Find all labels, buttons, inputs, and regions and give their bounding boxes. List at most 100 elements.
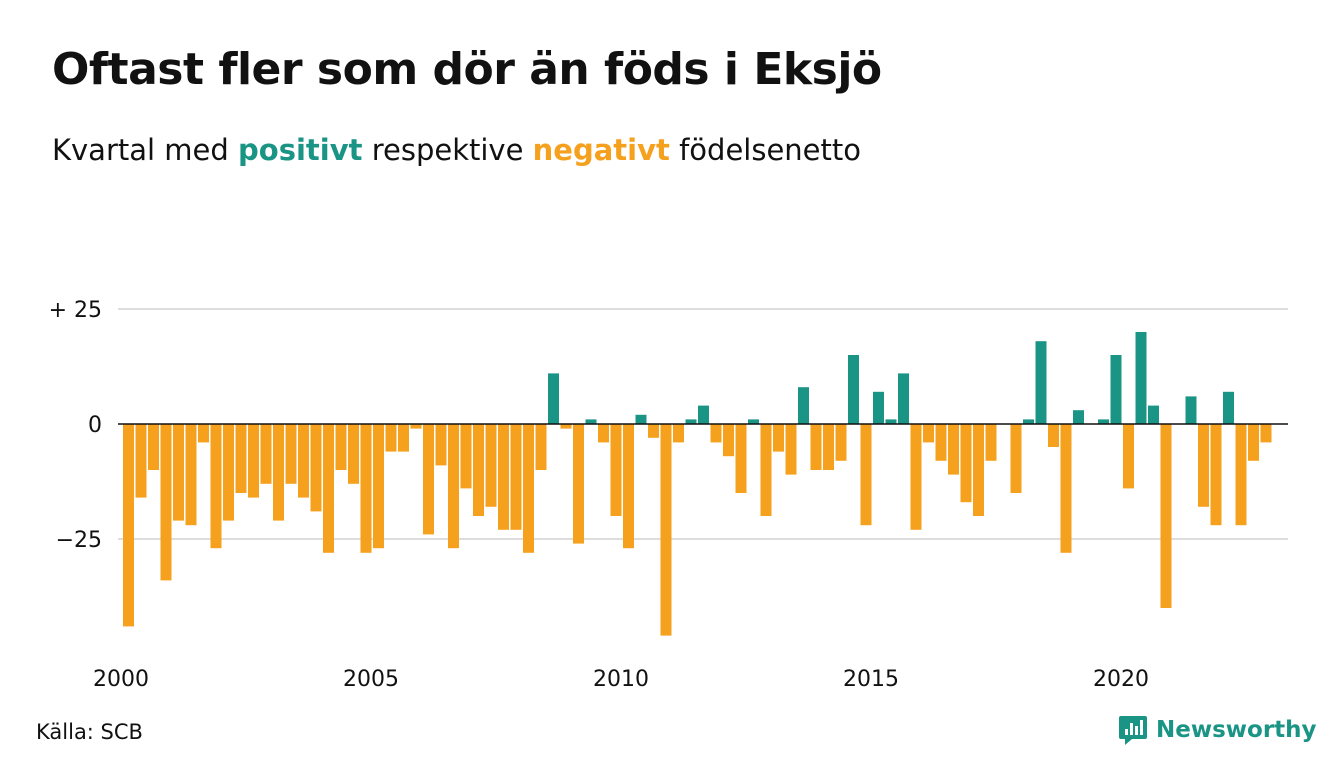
bar	[985, 424, 997, 461]
bar	[1198, 424, 1209, 507]
bar	[810, 424, 822, 470]
bar	[385, 424, 397, 452]
bar	[1073, 410, 1084, 424]
bar	[848, 355, 859, 424]
bar	[573, 424, 584, 544]
bar	[160, 424, 172, 581]
bar	[248, 424, 259, 498]
bar	[585, 419, 597, 424]
subtitle-middle: respektive	[371, 133, 524, 167]
bar	[910, 424, 922, 530]
bar	[523, 424, 534, 553]
bar	[923, 424, 934, 443]
bar	[135, 424, 147, 498]
bar	[1185, 396, 1197, 424]
bar	[735, 424, 747, 493]
bar	[448, 424, 459, 549]
bar	[660, 424, 672, 636]
bar	[123, 424, 134, 627]
bar	[1010, 424, 1022, 493]
bar	[1035, 341, 1047, 424]
bar	[1023, 419, 1034, 424]
bar	[310, 424, 322, 512]
bar	[1098, 419, 1109, 424]
subtitle-prefix: Kvartal med	[52, 133, 229, 167]
bar	[635, 414, 647, 424]
bar	[935, 424, 947, 461]
bar	[210, 424, 222, 549]
bar	[173, 424, 184, 521]
bar	[685, 419, 697, 424]
bar	[473, 424, 484, 516]
bar	[535, 424, 547, 470]
bar	[873, 391, 884, 424]
bar	[335, 424, 347, 470]
bar	[710, 424, 722, 443]
bar	[698, 405, 709, 424]
bar	[798, 387, 809, 424]
bar	[723, 424, 734, 457]
bar	[1060, 424, 1072, 553]
gridlines	[118, 308, 1288, 540]
y-axis-labels: + 25 0 −25	[49, 298, 102, 553]
bar	[960, 424, 972, 503]
bar	[1248, 424, 1259, 461]
bar-chart: + 25 0 −25 2000 2005 2010 2015 2020	[49, 298, 1288, 692]
bar	[1123, 424, 1134, 489]
bar	[460, 424, 472, 489]
bar	[360, 424, 372, 553]
bar	[1110, 355, 1122, 424]
bar	[1135, 332, 1147, 424]
chart-title: Oftast fler som dör än föds i Eksjö	[52, 44, 882, 95]
bar	[348, 424, 359, 484]
y-tick-label: −25	[56, 528, 102, 553]
bar	[673, 424, 684, 443]
bar	[235, 424, 247, 493]
bar	[1210, 424, 1222, 526]
bar	[198, 424, 209, 443]
bar	[1223, 391, 1234, 424]
bar	[823, 424, 834, 470]
newsworthy-logo: Newsworthy	[1118, 714, 1317, 746]
bar	[610, 424, 622, 516]
bar	[435, 424, 447, 466]
bar	[973, 424, 984, 516]
bar	[785, 424, 797, 475]
bar	[498, 424, 509, 530]
subtitle-negative: negativt	[532, 133, 670, 167]
source-note: Källa: SCB	[36, 720, 143, 744]
bars	[123, 332, 1272, 636]
bar	[373, 424, 384, 549]
newsworthy-logo-icon	[1119, 716, 1147, 745]
bar	[860, 424, 872, 526]
bar	[323, 424, 334, 553]
bar	[748, 419, 759, 424]
bar	[185, 424, 197, 526]
x-tick-label: 2020	[1093, 667, 1149, 692]
bar	[410, 424, 422, 429]
bar	[285, 424, 297, 484]
x-tick-label: 2015	[843, 667, 899, 692]
bar	[1235, 424, 1247, 526]
bar	[560, 424, 572, 429]
bar	[760, 424, 772, 516]
bar	[1160, 424, 1172, 608]
bar	[485, 424, 497, 507]
y-tick-label: 0	[88, 413, 102, 438]
bar	[1148, 405, 1159, 424]
x-axis-labels: 2000 2005 2010 2015 2020	[93, 667, 1149, 692]
bar	[835, 424, 847, 461]
bar	[623, 424, 634, 549]
bar	[885, 419, 897, 424]
chart-subtitle: Kvartal med positivt respektive negativt…	[52, 133, 861, 167]
bar	[273, 424, 284, 521]
bar	[148, 424, 159, 470]
bar	[648, 424, 659, 438]
brand-name: Newsworthy	[1156, 717, 1317, 743]
bar	[548, 373, 559, 424]
bar	[948, 424, 959, 475]
bar	[773, 424, 784, 452]
bar	[598, 424, 609, 443]
bar	[260, 424, 272, 484]
bar	[398, 424, 409, 452]
